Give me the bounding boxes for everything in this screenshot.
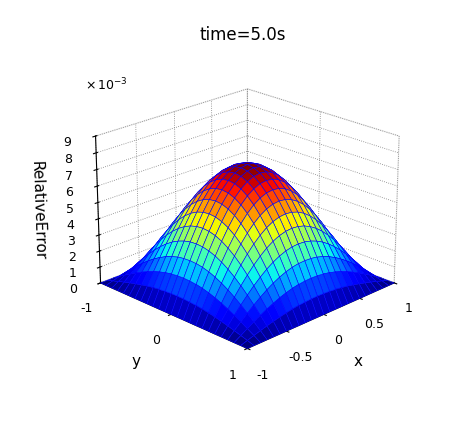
Text: $\times\,10^{-3}$: $\times\,10^{-3}$ <box>85 77 128 93</box>
Y-axis label: y: y <box>132 354 141 369</box>
X-axis label: x: x <box>354 354 363 369</box>
Title: time=5.0s: time=5.0s <box>200 26 286 44</box>
